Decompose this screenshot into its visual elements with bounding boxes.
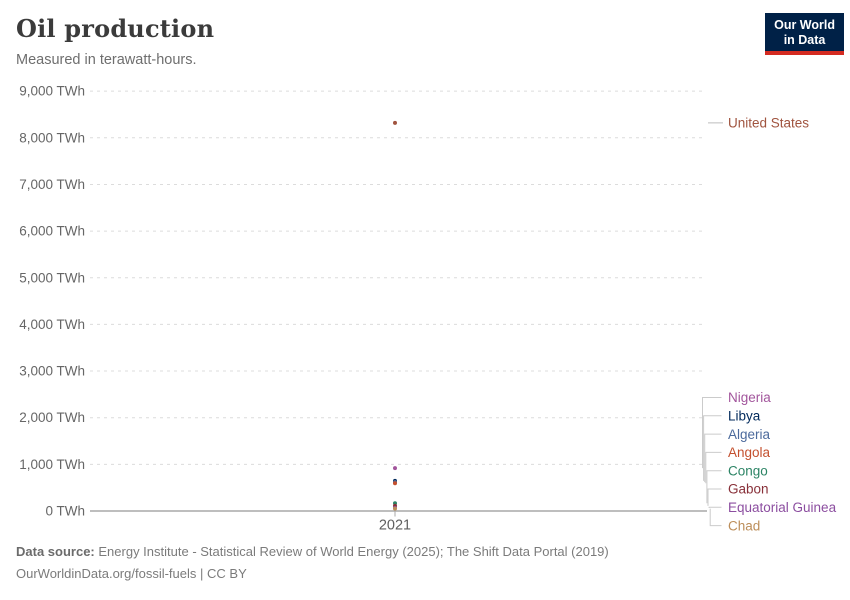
footer-divider: | [200,566,204,581]
data-source-text: Energy Institute - Statistical Review of… [98,544,609,559]
entity-label-nigeria[interactable]: Nigeria [728,390,771,405]
leader-line-angola [705,451,722,484]
entity-label-united-states[interactable]: United States [728,116,809,131]
data-source-line: Data source: Energy Institute - Statisti… [16,541,609,563]
entity-label-gabon[interactable]: Gabon [728,482,769,497]
y-tick-label: 1,000 TWh [19,457,85,472]
y-tick-label: 0 TWh [45,504,85,519]
data-point-chad[interactable] [393,506,397,511]
y-tick-label: 3,000 TWh [19,364,85,379]
y-tick-label: 2,000 TWh [19,410,85,425]
y-tick-label: 7,000 TWh [19,177,85,192]
footer-link-line: OurWorldinData.org/fossil-fuels | CC BY [16,563,609,585]
data-point-angola[interactable] [393,481,397,486]
chart-footer: Data source: Energy Institute - Statisti… [16,541,609,585]
y-tick-label: 9,000 TWh [19,84,85,99]
owid-logo-line1: Our World [774,18,835,32]
leader-line-libya [703,415,722,481]
page-subtitle: Measured in terawatt-hours. [16,52,197,68]
data-point-nigeria[interactable] [393,466,397,471]
data-point-united-states[interactable] [393,120,397,125]
leader-line-congo [706,470,722,504]
y-tick-label: 4,000 TWh [19,317,85,332]
owid-logo-line2: in Data [783,33,826,47]
leader-line-nigeria [702,397,722,469]
page-title: Oil production [16,14,215,43]
entity-label-chad[interactable]: Chad [728,518,760,533]
leader-line-algeria [704,433,722,483]
y-tick-label: 8,000 TWh [19,130,85,145]
entity-label-angola[interactable]: Angola [728,445,771,460]
footer-url-link[interactable]: OurWorldinData.org/fossil-fuels [16,566,197,581]
leader-line-equatorial-guinea [708,506,722,508]
y-tick-label: 5,000 TWh [19,270,85,285]
entity-label-equatorial-guinea[interactable]: Equatorial Guinea [728,500,837,515]
entity-label-congo[interactable]: Congo [728,463,768,478]
entity-label-algeria[interactable]: Algeria [728,427,771,442]
owid-logo[interactable]: Our World in Data [765,13,844,55]
entity-label-libya[interactable]: Libya [728,409,761,424]
x-tick-label: 2021 [379,518,411,534]
leader-line-gabon [707,488,722,506]
footer-license-link[interactable]: CC BY [207,566,247,581]
chart-header: Oil production Measured in terawatt-hour… [16,14,214,68]
y-tick-label: 6,000 TWh [19,224,85,239]
data-source-label: Data source: [16,544,95,559]
leader-line-chad [709,508,722,527]
